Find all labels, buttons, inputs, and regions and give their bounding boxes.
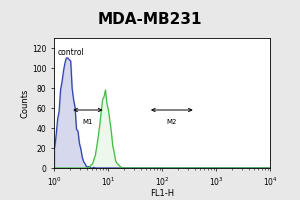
Text: control: control [57,48,84,57]
Text: M1: M1 [82,119,93,125]
X-axis label: FL1-H: FL1-H [150,189,174,198]
Text: MDA-MB231: MDA-MB231 [98,12,202,27]
Y-axis label: Counts: Counts [20,88,29,118]
Text: M2: M2 [167,119,177,125]
